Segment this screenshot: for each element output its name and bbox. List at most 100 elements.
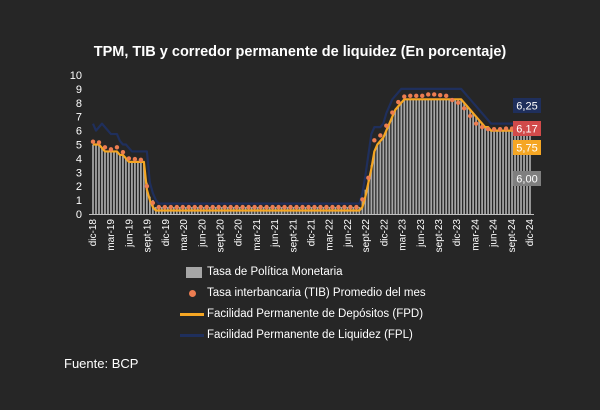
bar-tpm <box>409 99 412 214</box>
x-tick-label: mar-23 <box>398 219 409 251</box>
x-tick-label: dic-22 <box>379 219 390 247</box>
bar-tpm <box>490 130 492 214</box>
bar-tpm <box>487 127 489 214</box>
bar-tpm <box>430 99 433 214</box>
series-line-fpl <box>91 87 530 205</box>
bar-tpm <box>397 106 400 214</box>
point-tib <box>473 121 479 126</box>
y-tick-label: 9 <box>76 84 82 96</box>
bar-tpm <box>125 158 127 214</box>
bar-tpm <box>149 196 151 214</box>
point-tib <box>348 204 353 210</box>
bar-tpm <box>442 99 445 214</box>
point-tib <box>150 200 156 206</box>
point-tib <box>234 204 239 210</box>
point-tib <box>108 147 114 152</box>
legend-item-fpl: Facilidad Permanente de Liquidez (FPL) <box>180 325 426 346</box>
bar-tpm <box>394 109 397 214</box>
bar-tpm <box>376 144 379 214</box>
y-tick-label: 8 <box>76 98 82 110</box>
bar-tpm <box>436 99 439 214</box>
point-tib <box>467 113 473 119</box>
bar-tpm <box>128 161 130 214</box>
bar-tpm <box>388 123 391 214</box>
point-tib <box>192 204 197 210</box>
point-tib <box>384 123 389 128</box>
bar-tpm <box>418 99 421 214</box>
point-tib <box>288 204 293 210</box>
bar-tpm <box>122 154 124 214</box>
value-label: 6,25 <box>516 101 537 113</box>
point-tib <box>330 204 335 210</box>
bar-tpm <box>373 151 376 214</box>
point-tib <box>180 204 185 210</box>
legend-item-tib: Tasa interbancaria (TIB) Promedio del me… <box>180 283 426 304</box>
y-tick-label: 10 <box>70 70 82 82</box>
bar-tpm <box>406 99 409 214</box>
bar-tpm <box>107 151 109 214</box>
bar-tpm <box>472 113 474 214</box>
point-tib <box>162 204 168 210</box>
point-tib <box>378 133 383 138</box>
point-tib <box>96 140 102 145</box>
point-tib <box>432 92 437 97</box>
point-tib <box>449 97 455 103</box>
y-tick-label: 4 <box>76 153 82 165</box>
point-tib <box>366 175 371 181</box>
bar-tpm <box>457 99 460 214</box>
value-label: 6,17 <box>516 124 537 136</box>
bar-tpm <box>433 99 436 214</box>
point-tib <box>426 92 431 97</box>
value-label-box <box>513 121 541 136</box>
bar-tpm <box>493 130 495 214</box>
x-tick-label: jun-19 <box>124 219 135 248</box>
bar-tpm <box>370 165 373 214</box>
bar-tpm <box>424 99 427 214</box>
bar-tpm <box>110 151 112 214</box>
point-tib <box>414 93 419 99</box>
y-tick-label: 2 <box>76 181 82 193</box>
point-tib <box>102 145 108 150</box>
x-tick-label: dic-24 <box>525 219 536 247</box>
point-tib <box>228 204 233 210</box>
legend-item-tpm: Tasa de Política Monetaria <box>180 262 426 283</box>
bar-tpm <box>364 189 367 214</box>
x-tick-label: dic-21 <box>307 219 318 247</box>
y-tick-label: 7 <box>76 112 82 124</box>
point-tib <box>324 204 329 210</box>
point-tib <box>443 93 449 99</box>
x-tick-label: sept-22 <box>361 219 372 253</box>
point-tib <box>270 204 275 210</box>
bar-tpm <box>421 99 424 214</box>
bar-tpm <box>391 116 394 214</box>
point-tib <box>503 126 509 131</box>
point-tib <box>114 145 120 150</box>
point-tib <box>485 127 491 132</box>
bar-tpm <box>113 151 115 214</box>
point-tib <box>300 204 305 210</box>
x-tick-label: dic-20 <box>234 219 245 247</box>
x-tick-label: sept-19 <box>143 219 154 253</box>
bar-tpm <box>508 130 510 214</box>
bar-tpm <box>143 161 145 214</box>
point-tib <box>246 204 251 210</box>
x-tick-label: jun-20 <box>197 219 208 248</box>
x-tick-label: mar-21 <box>252 219 263 251</box>
bar-tpm <box>379 141 382 214</box>
point-tib <box>360 197 365 202</box>
legend-label-tib: Tasa interbancaria (TIB) Promedio del me… <box>207 287 426 299</box>
legend-label-tpm: Tasa de Política Monetaria <box>207 266 343 278</box>
value-label-box <box>513 171 541 186</box>
point-tib <box>396 99 401 105</box>
point-tib <box>156 204 162 210</box>
bar-tpm <box>445 99 448 214</box>
point-tib <box>276 204 281 210</box>
x-tick-label: jun-23 <box>416 219 427 248</box>
point-tib <box>408 93 413 99</box>
bar-tpm <box>475 116 477 214</box>
point-tib <box>198 204 203 210</box>
bar-tpm <box>137 161 139 214</box>
x-tick-label: sept-24 <box>507 219 518 253</box>
bar-tpm <box>496 130 498 214</box>
